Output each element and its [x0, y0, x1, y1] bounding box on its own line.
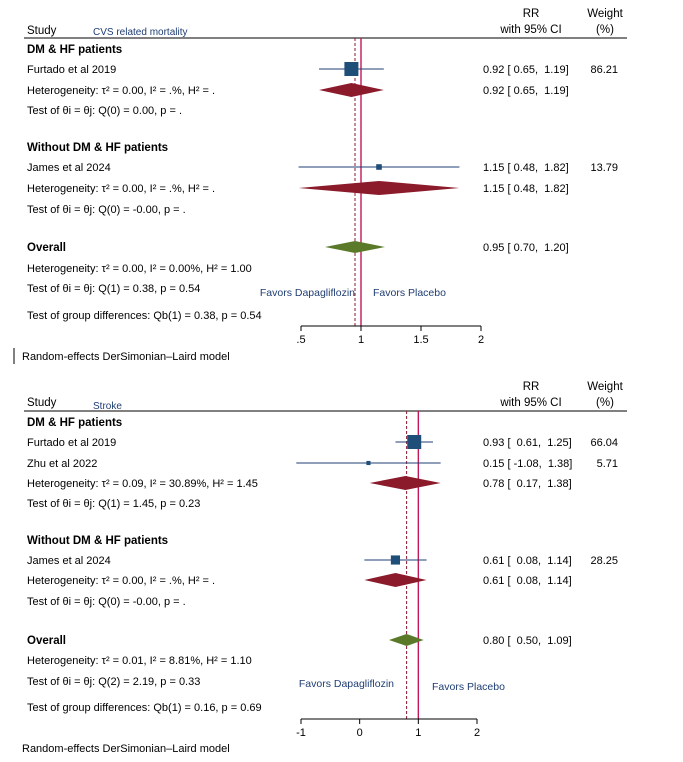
group-heading: Without DM & HF patients [27, 535, 168, 547]
study-label: James et al 2024 [27, 555, 111, 567]
subgroup-rr-ci-value: 0.61 [ 0.08, 1.14] [483, 575, 572, 587]
forest-panel-cvs-mortality: Study CVS related mortality RR with 95% … [13, 8, 627, 364]
homogeneity-test: Test of θi = θj: Q(0) = 0.00, p = . [27, 105, 182, 117]
study-weight-value: 5.71 [597, 458, 618, 470]
subgroup-pooled-diamond [364, 573, 427, 587]
x-axis-tick-label: -1 [296, 727, 306, 739]
favors-right-label: Favors Placebo [432, 681, 505, 693]
homogeneity-test: Test of θi = θj: Q(0) = -0.00, p = . [27, 204, 186, 216]
study-weight-value: 28.25 [590, 555, 618, 567]
x-axis-tick-label: 0 [357, 727, 363, 739]
study-marker [376, 164, 382, 170]
subgroup-rr-ci-value: 1.15 [ 0.48, 1.82] [483, 183, 569, 195]
study-weight-value: 66.04 [590, 437, 618, 449]
overall-heterogeneity-stat: Heterogeneity: τ² = 0.01, I² = 8.81%, H²… [27, 655, 252, 667]
study-rr-ci-value: 0.15 [ -1.08, 1.38] [483, 458, 572, 470]
heterogeneity-stat: Heterogeneity: τ² = 0.09, I² = 30.89%, H… [27, 478, 258, 490]
weight-unit-header: (%) [596, 397, 614, 409]
rr-column-header: RR [523, 8, 540, 20]
study-label: Furtado et al 2019 [27, 64, 116, 76]
forest-panel-stroke: Study Stroke RR with 95% CI Weight (%) D… [22, 381, 627, 755]
x-axis-tick-label: 2 [478, 334, 484, 346]
outcome-subtitle: Stroke [93, 401, 122, 412]
rr-ci-column-header: with 95% CI [499, 397, 561, 409]
overall-pooled-diamond [325, 241, 385, 253]
overall-homogeneity-test: Test of θi = θj: Q(1) = 0.38, p = 0.54 [27, 283, 200, 295]
homogeneity-test: Test of θi = θj: Q(0) = -0.00, p = . [27, 596, 186, 608]
study-column-header: Study [27, 25, 57, 37]
overall-homogeneity-test: Test of θi = θj: Q(2) = 2.19, p = 0.33 [27, 676, 200, 688]
subgroup-rr-ci-value: 0.78 [ 0.17, 1.38] [483, 478, 572, 490]
x-axis-tick-label: .5 [296, 334, 305, 346]
overall-rr-ci-value: 0.95 [ 0.70, 1.20] [483, 242, 569, 254]
study-label: James et al 2024 [27, 162, 111, 174]
model-footnote: Random-effects DerSimonian–Laird model [22, 743, 230, 755]
x-axis-ticks: .5 1 1.5 2 [296, 326, 484, 346]
heterogeneity-stat: Heterogeneity: τ² = 0.00, I² = .%, H² = … [27, 575, 215, 587]
study-weight-value: 86.21 [590, 64, 618, 76]
homogeneity-test: Test of θi = θj: Q(1) = 1.45, p = 0.23 [27, 498, 200, 510]
rr-ci-column-header: with 95% CI [499, 24, 561, 36]
subgroup-pooled-diamond [298, 181, 460, 195]
favors-right-label: Favors Placebo [373, 287, 446, 299]
study-weight-value: 13.79 [590, 162, 618, 174]
subgroup-pooled-diamond [319, 83, 384, 97]
x-axis-tick-label: 1.5 [413, 334, 428, 346]
group-differences-test: Test of group differences: Qb(1) = 0.16,… [27, 702, 262, 714]
subgroup-rr-ci-value: 0.92 [ 0.65, 1.19] [483, 85, 569, 97]
x-axis-tick-label: 2 [474, 727, 480, 739]
group-heading: Without DM & HF patients [27, 142, 168, 154]
x-axis-ticks: -1 0 1 2 [296, 719, 480, 739]
study-rr-ci-value: 1.15 [ 0.48, 1.82] [483, 162, 569, 174]
heterogeneity-stat: Heterogeneity: τ² = 0.00, I² = .%, H² = … [27, 183, 215, 195]
study-rr-ci-value: 0.93 [ 0.61, 1.25] [483, 437, 572, 449]
study-rr-ci-value: 0.61 [ 0.08, 1.14] [483, 555, 572, 567]
model-footnote: Random-effects DerSimonian–Laird model [22, 351, 230, 363]
rr-column-header: RR [523, 381, 540, 393]
overall-rr-ci-value: 0.80 [ 0.50, 1.09] [483, 635, 572, 647]
outcome-subtitle: CVS related mortality [93, 27, 187, 38]
overall-heading: Overall [27, 635, 66, 647]
study-label: Zhu et al 2022 [27, 458, 97, 470]
heterogeneity-stat: Heterogeneity: τ² = 0.00, I² = .%, H² = … [27, 85, 215, 97]
study-rr-ci-value: 0.92 [ 0.65, 1.19] [483, 64, 569, 76]
study-label: Furtado et al 2019 [27, 437, 116, 449]
study-marker [407, 435, 422, 449]
favors-left-label: Favors Dapagliflozin [260, 287, 355, 299]
overall-heterogeneity-stat: Heterogeneity: τ² = 0.00, I² = 0.00%, H²… [27, 263, 252, 275]
group-heading: DM & HF patients [27, 44, 122, 56]
group-heading: DM & HF patients [27, 417, 122, 429]
study-marker [344, 62, 359, 76]
weight-column-header: Weight [587, 381, 623, 393]
weight-unit-header: (%) [596, 24, 614, 36]
study-column-header: Study [27, 397, 57, 409]
study-marker [366, 460, 371, 466]
weight-column-header: Weight [587, 8, 623, 20]
subgroup-pooled-diamond [369, 476, 441, 490]
x-axis-tick-label: 1 [415, 727, 421, 739]
overall-pooled-diamond [389, 634, 424, 646]
x-axis-tick-label: 1 [358, 334, 364, 346]
study-marker [390, 555, 401, 565]
overall-heading: Overall [27, 242, 66, 254]
favors-left-label: Favors Dapagliflozin [299, 678, 394, 690]
group-differences-test: Test of group differences: Qb(1) = 0.38,… [27, 310, 262, 322]
